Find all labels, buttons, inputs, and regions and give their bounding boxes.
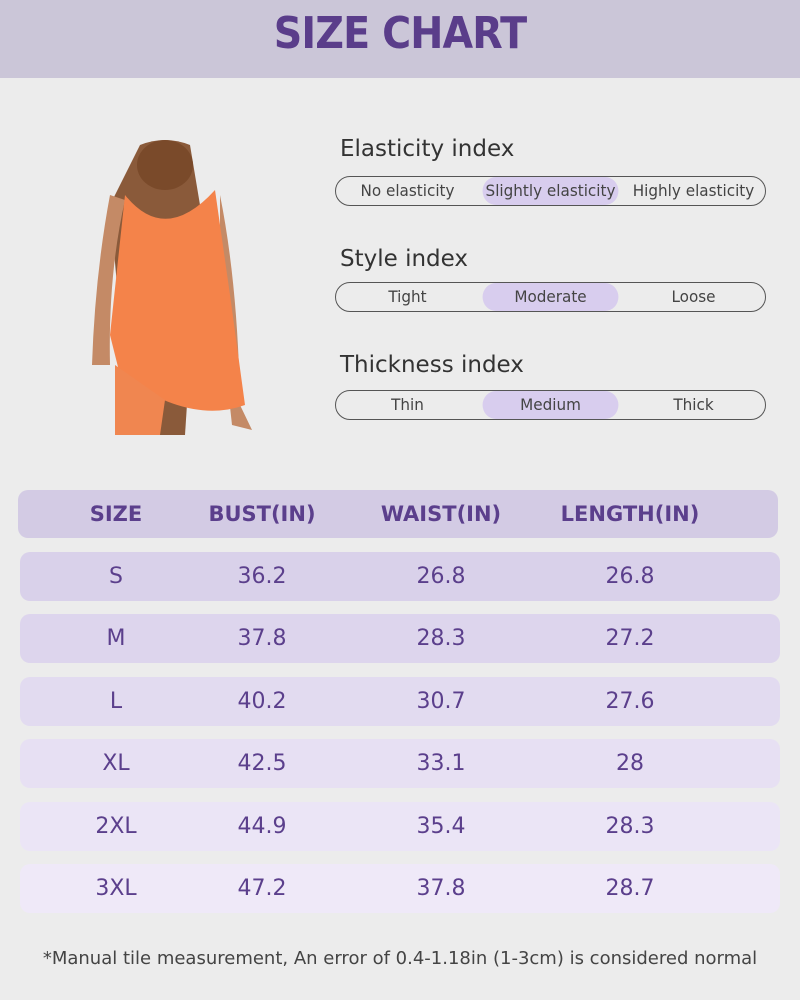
header-band <box>0 0 800 78</box>
table-cell: 27.2 <box>605 626 655 652</box>
table-cell: 26.8 <box>416 564 466 589</box>
table-cell: 37.8 <box>416 876 466 901</box>
index-option: Highly elasticity <box>632 181 755 200</box>
table-cell: 40.2 <box>237 688 287 714</box>
table-row: M 37.8 28.3 27.2 <box>20 614 780 664</box>
table-cell: 47.2 <box>237 876 287 901</box>
table-header: SIZE BUST(IN) WAIST(IN) LENGTH(IN) <box>18 490 778 538</box>
table-cell: 30.7 <box>416 688 466 714</box>
column-header: SIZE <box>89 502 143 526</box>
index-label: Thickness index <box>340 352 524 378</box>
table-cell: S <box>109 564 123 589</box>
table-row: 2XL 44.9 35.4 28.3 <box>20 801 780 851</box>
index-scale: Thin Medium Thick <box>335 390 766 420</box>
table-cell: 27.6 <box>605 688 655 714</box>
table-cell: 28.3 <box>416 626 466 652</box>
table-cell: 35.4 <box>416 813 466 839</box>
table-cell: 26.8 <box>605 564 655 589</box>
index-option: Medium <box>482 391 619 419</box>
table-row: L 40.2 30.7 27.6 <box>20 676 780 726</box>
table-cell: 28.7 <box>605 876 655 901</box>
column-header: WAIST(IN) <box>380 502 502 526</box>
table-cell: 3XL <box>95 876 137 901</box>
column-header: BUST(IN) <box>208 502 316 526</box>
index-option: Moderate <box>482 283 619 311</box>
index-scale: Tight Moderate Loose <box>335 282 766 312</box>
title: SIZE CHART <box>273 8 527 59</box>
table-row: XL 42.5 33.1 28 <box>20 739 780 789</box>
table-cell: 37.8 <box>237 626 287 652</box>
index-label: Style index <box>340 246 469 272</box>
table-row: S 36.2 26.8 26.8 <box>20 552 780 601</box>
table-cell: M <box>106 626 126 652</box>
table-cell: XL <box>102 751 130 777</box>
table-cell: 28 <box>616 751 644 777</box>
index-option: Thin <box>391 395 424 414</box>
table-cell: 2XL <box>95 813 137 839</box>
product-photo <box>92 140 252 435</box>
index-option: Loose <box>671 287 716 306</box>
table-cell: 36.2 <box>237 564 287 589</box>
index-scale: No elasticity Slightly elasticity Highly e… <box>335 176 766 206</box>
index-option: Thick <box>673 395 714 414</box>
table-cell: 28.3 <box>605 813 655 839</box>
column-header: LENGTH(IN) <box>560 502 700 526</box>
table-cell: 33.1 <box>416 751 466 777</box>
index-option: Slightly elasticity <box>482 177 619 205</box>
index-option: No elasticity <box>360 181 455 200</box>
table-row: 3XL 47.2 37.8 28.7 <box>20 864 780 913</box>
note: *Manual tile measurement, An error of 0.… <box>42 948 758 969</box>
index-label: Elasticity index <box>340 136 515 162</box>
table-cell: 44.9 <box>237 813 287 839</box>
index-option: Tight <box>388 287 427 306</box>
table-cell: L <box>109 688 123 714</box>
table-cell: 42.5 <box>237 751 287 777</box>
